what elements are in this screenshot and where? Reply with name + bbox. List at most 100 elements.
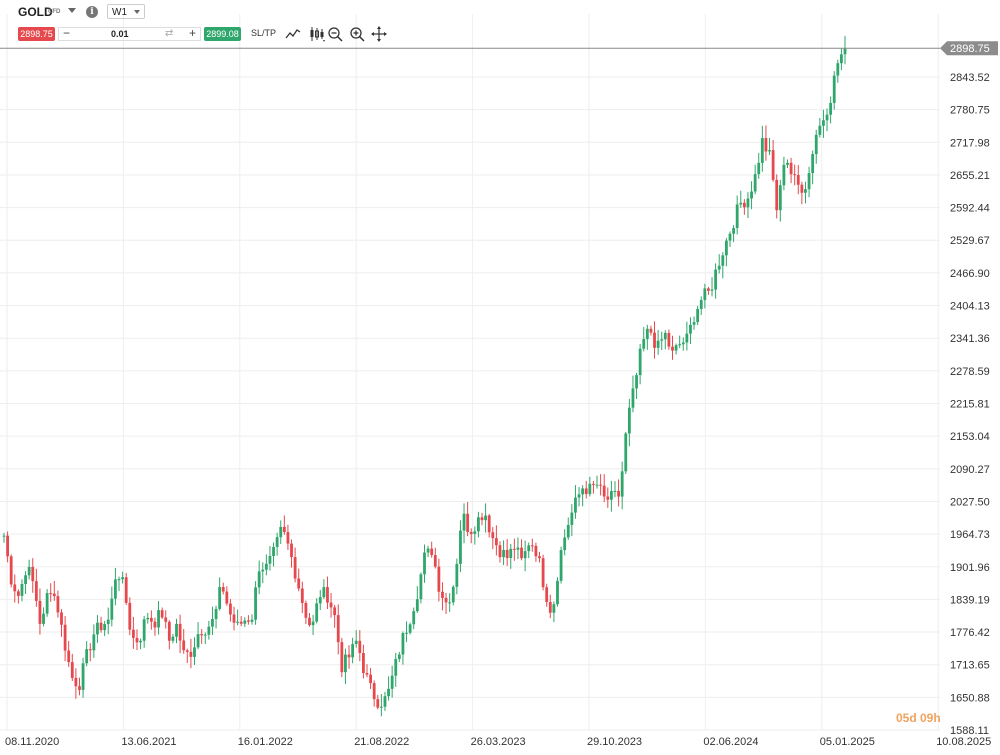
candle-up [207, 626, 211, 635]
candle-up [581, 488, 585, 495]
increase-button[interactable]: + [189, 26, 197, 40]
candle-up [459, 530, 462, 564]
candle-down [336, 615, 340, 643]
y-tick-label: 2027.50 [950, 496, 990, 508]
candle-down [189, 651, 193, 657]
zoom-in-icon[interactable] [349, 26, 365, 42]
buy-button[interactable]: 2899.08 [204, 27, 241, 41]
candle-down [789, 162, 793, 175]
candle-down [362, 653, 365, 673]
candle-down [441, 591, 444, 598]
candle-up [114, 579, 117, 599]
candle-down [38, 600, 42, 624]
candle-down [286, 532, 290, 544]
candle-up [387, 688, 390, 697]
candle-down [164, 617, 168, 622]
candle-up [710, 289, 714, 291]
candle-down [178, 623, 182, 641]
candle-up [279, 526, 283, 538]
candle-up [85, 649, 89, 664]
candle-up [829, 102, 833, 115]
y-tick-label: 2717.98 [950, 137, 990, 149]
grid [0, 14, 940, 731]
timeframe-value: W1 [112, 7, 127, 18]
candle-up [739, 202, 743, 205]
candle-down [200, 634, 204, 636]
candle-down [34, 581, 38, 601]
candle-down [290, 543, 293, 558]
chevron-down-icon [134, 10, 140, 14]
x-tick-label: 13.06.2021 [121, 736, 176, 748]
candle-down [534, 545, 538, 557]
candle-up [211, 619, 214, 627]
candle-down [649, 328, 653, 333]
candle-up [732, 228, 735, 234]
candle-down [512, 548, 516, 550]
candle-down [128, 602, 132, 630]
candle-up [753, 174, 757, 192]
symbol-dropdown-icon[interactable] [68, 8, 76, 13]
line-chart-icon[interactable] [285, 26, 301, 42]
candle-down [369, 674, 372, 684]
swap-icon[interactable]: ⇄ [165, 28, 174, 39]
zoom-out-icon[interactable] [327, 26, 343, 42]
y-tick-label: 2843.52 [950, 72, 990, 84]
candle-up [117, 579, 121, 581]
candle-down [430, 548, 434, 556]
candle-down [6, 535, 9, 557]
candle-up [146, 617, 150, 620]
x-tick-label: 10.08.2025 [936, 736, 991, 748]
candle-up [563, 537, 567, 551]
candlestick-icon[interactable] [309, 26, 325, 42]
candle-up [757, 162, 761, 175]
candle-down [466, 513, 470, 532]
candle-up [394, 658, 398, 676]
candle-up [836, 63, 840, 76]
candle-up [832, 75, 836, 103]
move-icon[interactable] [371, 26, 387, 42]
candle-up [27, 566, 31, 576]
candle-up [423, 552, 426, 575]
candle-up [595, 484, 599, 486]
candle-up [264, 563, 268, 570]
candle-down [584, 488, 588, 495]
timeframe-select[interactable]: W1 [107, 4, 145, 19]
x-tick-label: 16.01.2022 [238, 736, 293, 748]
candle-up [822, 120, 825, 126]
candle-down [800, 184, 804, 193]
info-icon[interactable]: i [86, 6, 98, 18]
candle-up [272, 546, 275, 557]
candle-down [530, 545, 534, 547]
candle-down [494, 538, 498, 546]
candle-down [606, 496, 610, 500]
candle-up [509, 548, 513, 558]
candle-down [182, 640, 186, 651]
candle-up [106, 619, 110, 625]
current-price-tag: 2898.75 [940, 41, 998, 56]
candle-down [9, 556, 13, 585]
candle-up [724, 240, 728, 256]
candle-down [135, 637, 139, 643]
decrease-button[interactable]: − [63, 26, 71, 40]
quantity-stepper[interactable]: − 0.01 ⇄ + [58, 26, 201, 41]
sell-button[interactable]: 2898.75 [18, 27, 55, 41]
x-tick-label: 08.11.2020 [5, 736, 59, 748]
y-tick-label: 2090.27 [950, 464, 990, 476]
candle-down [16, 591, 20, 596]
candle-down [333, 607, 337, 616]
candle-down [78, 686, 81, 690]
candle-up [717, 265, 721, 270]
sltp-button[interactable]: SL/TP [251, 28, 277, 38]
candle-up [412, 611, 416, 625]
y-tick-label: 2780.75 [950, 105, 990, 117]
candle-up [502, 549, 505, 558]
symbol-name[interactable]: GOLD [18, 5, 53, 19]
symbol-type: CFD [48, 9, 61, 15]
quantity-value[interactable]: 0.01 [111, 29, 129, 39]
candle-up [613, 490, 617, 492]
candle-down [229, 603, 232, 615]
candle-down [300, 588, 304, 603]
candle-down [599, 484, 603, 486]
candle-up [627, 407, 631, 434]
